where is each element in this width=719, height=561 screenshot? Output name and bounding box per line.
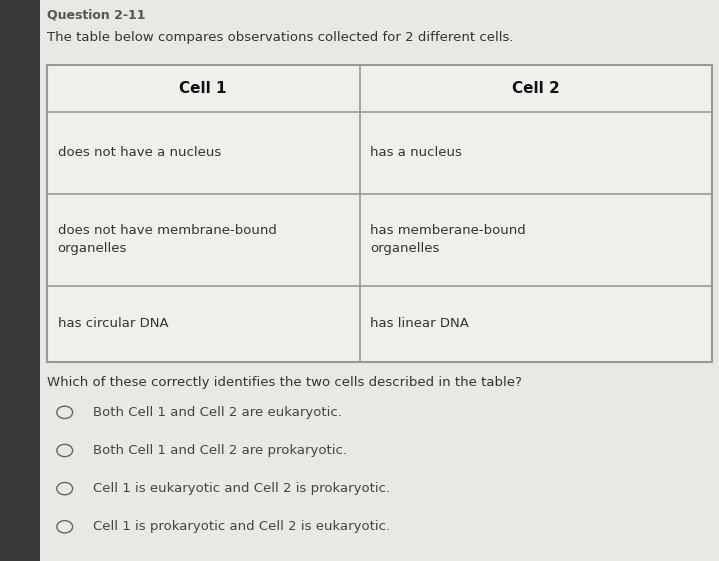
Bar: [0, 0, 40, 561]
Text: Cell 1: Cell 1: [179, 81, 227, 96]
Text: has circular DNA: has circular DNA: [58, 318, 168, 330]
Text: has linear DNA: has linear DNA: [370, 318, 470, 330]
Text: Question 2-11: Question 2-11: [47, 8, 145, 21]
Text: Both Cell 1 and Cell 2 are prokaryotic.: Both Cell 1 and Cell 2 are prokaryotic.: [93, 444, 347, 457]
Text: has memberane-bound
organelles: has memberane-bound organelles: [370, 224, 526, 255]
Text: does not have membrane-bound
organelles: does not have membrane-bound organelles: [58, 224, 276, 255]
Text: Cell 1 is prokaryotic and Cell 2 is eukaryotic.: Cell 1 is prokaryotic and Cell 2 is euka…: [93, 520, 390, 534]
Text: The table below compares observations collected for 2 different cells.: The table below compares observations co…: [47, 31, 513, 44]
Text: Cell 2: Cell 2: [512, 81, 559, 96]
Text: Cell 1 is eukaryotic and Cell 2 is prokaryotic.: Cell 1 is eukaryotic and Cell 2 is proka…: [93, 482, 390, 495]
Text: does not have a nucleus: does not have a nucleus: [58, 146, 221, 159]
Text: Which of these correctly identifies the two cells described in the table?: Which of these correctly identifies the …: [47, 376, 521, 389]
Text: Both Cell 1 and Cell 2 are eukaryotic.: Both Cell 1 and Cell 2 are eukaryotic.: [93, 406, 342, 419]
Bar: [47, 65, 712, 362]
Text: has a nucleus: has a nucleus: [370, 146, 462, 159]
